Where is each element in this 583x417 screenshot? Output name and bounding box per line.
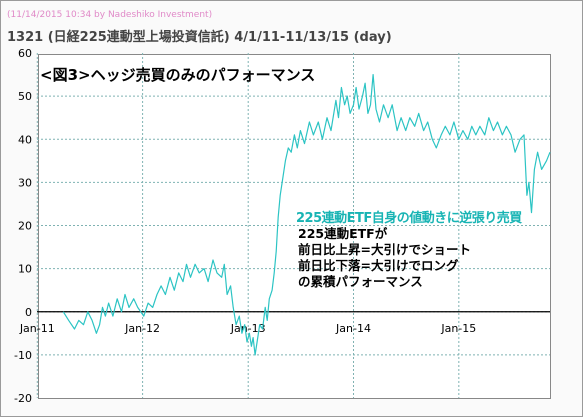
series-line: [62, 74, 551, 356]
x-tick-label: Jan-15: [440, 322, 476, 335]
description-line-1: 225連動ETFが: [298, 226, 388, 241]
y-tick-label: 50: [18, 90, 32, 103]
figure-label: <図3>ヘッジ売買のみのパフォーマンス: [40, 66, 316, 84]
y-tick-label: 0: [25, 306, 32, 319]
y-tick-label: 30: [18, 176, 32, 189]
highlight-annotation: 225連動ETF自身の値動きに逆張り売買: [296, 211, 522, 226]
y-tick-label: 10: [18, 263, 32, 276]
watermark: (11/14/2015 10:34 by Nadeshiko Investmen…: [7, 10, 213, 20]
x-tick-label: Jan-13: [230, 322, 266, 335]
x-tick-label: Jan-14: [335, 322, 371, 335]
description-line-4: の累積パフォーマンス: [298, 274, 423, 289]
description-line-3: 前日比下落=大引けでロング: [298, 258, 459, 273]
y-tick-label: -20: [14, 392, 32, 405]
y-tick-label: 60: [18, 47, 32, 60]
chart-title: 1321 (日経225連動型上場投資信託) 4/1/11-11/13/15 (d…: [7, 30, 392, 45]
y-tick-label: -10: [14, 349, 32, 362]
y-tick-label: 20: [18, 220, 32, 233]
x-tick-label: Jan-12: [124, 322, 160, 335]
plot-area: [38, 54, 551, 399]
description-annotation: 225連動ETFが 前日比上昇=大引けでショート 前日比下落=大引けでロング の…: [298, 226, 471, 290]
x-tick-label: Jan-11: [19, 322, 55, 335]
description-line-2: 前日比上昇=大引けでショート: [298, 242, 471, 257]
y-tick-label: 40: [18, 133, 32, 146]
